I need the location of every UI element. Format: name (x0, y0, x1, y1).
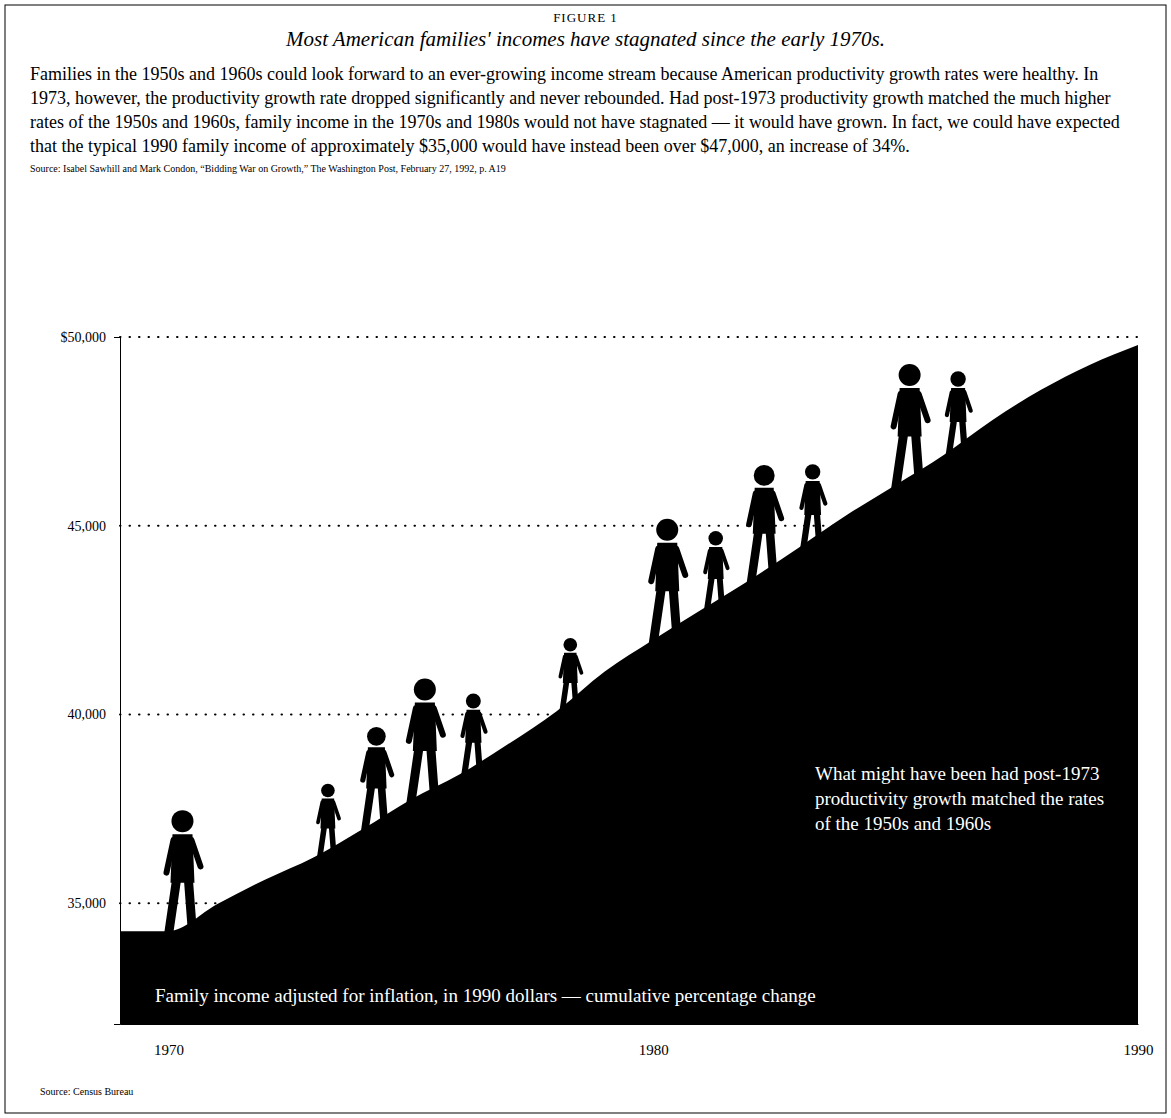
text-line: of the 1950s and 1960s (815, 813, 991, 834)
y-axis: 35,000 40,000 45,000 $50,000 (61, 330, 121, 1025)
silhouette-head (367, 727, 386, 746)
silhouette-arms (947, 392, 971, 415)
grid-line (120, 336, 1138, 338)
silhouette-legs (411, 748, 435, 803)
text-line: What might have been had post-1973 (815, 763, 1099, 784)
silhouette (318, 784, 339, 862)
silhouette (749, 465, 781, 584)
silhouette-legs (364, 786, 384, 833)
x-tick: 1970 (154, 1024, 184, 1058)
silhouette-head (414, 678, 436, 700)
silhouette (894, 364, 928, 489)
silhouettes (166, 364, 970, 935)
text-line: that the typical 1990 family income of a… (30, 136, 910, 156)
figure-label: FIGURE 1 (553, 10, 618, 25)
y-axis-line (114, 338, 121, 1025)
y-tick: $50,000 (61, 330, 121, 345)
silhouette-legs (948, 420, 965, 459)
silhouette-head (563, 638, 577, 652)
silhouette-legs (706, 577, 722, 613)
frame (5, 5, 1166, 1113)
series-label: Family income adjusted for inflation, in… (155, 985, 816, 1006)
text-line: 1973, however, the productivity growth r… (30, 88, 1111, 108)
y-tick: 40,000 (68, 707, 121, 722)
silhouette (651, 519, 685, 644)
chart-svg: FIGURE 1 Most American families' incomes … (0, 0, 1171, 1118)
y-tick-label: 45,000 (68, 519, 107, 534)
silhouette-arms (462, 714, 485, 736)
silhouette (363, 727, 392, 833)
silhouette-head (805, 464, 820, 479)
silhouette (801, 464, 825, 552)
text-line: productivity growth matched the rates (815, 788, 1104, 809)
silhouette-arms (651, 549, 685, 582)
silhouette-head (754, 465, 775, 486)
silhouette-head (656, 519, 678, 541)
silhouette-arms (363, 752, 392, 780)
silhouette-head (466, 693, 481, 708)
text-line: rates of the 1950s and 1960s, family inc… (30, 112, 1120, 132)
y-tick: 35,000 (68, 896, 121, 911)
plot-area (120, 345, 1138, 1024)
y-tick: 45,000 (68, 519, 121, 534)
x-tick-label: 1970 (154, 1042, 184, 1058)
silhouette (166, 810, 200, 935)
silhouette-legs (896, 434, 920, 489)
silhouette-legs (653, 589, 677, 644)
subtitle: Families in the 1950s and 1960s could lo… (30, 64, 1120, 156)
annotation: What might have been had post-1973 produc… (815, 763, 1104, 834)
silhouette-arms (318, 802, 339, 822)
silhouette-legs (562, 681, 577, 715)
silhouette-arms (560, 657, 581, 677)
silhouette (705, 531, 727, 614)
silhouette-arms (801, 485, 825, 508)
silhouette-legs (168, 880, 192, 935)
silhouette-legs (803, 513, 820, 552)
x-tick: 1990 (1124, 1024, 1154, 1058)
title: Most American families' incomes have sta… (285, 27, 885, 51)
x-axis: 1970 1980 1990 (121, 1024, 1154, 1058)
x-axis-line (121, 1024, 1139, 1025)
silhouette (560, 638, 581, 716)
text-line: Families in the 1950s and 1960s could lo… (30, 64, 1098, 84)
silhouette-head (171, 810, 193, 832)
silhouette (462, 693, 485, 778)
silhouette-head (321, 784, 335, 798)
x-tick-label: 1980 (639, 1042, 669, 1058)
silhouette-arms (409, 708, 443, 741)
silhouette-head (899, 364, 921, 386)
y-tick-label: 40,000 (68, 707, 107, 722)
y-tick-label: $50,000 (61, 330, 107, 345)
source: Source: Census Bureau (40, 1086, 133, 1097)
x-tick-label: 1990 (1124, 1042, 1154, 1058)
chart-root: FIGURE 1 Most American families' incomes … (0, 0, 1171, 1118)
silhouette-arms (705, 551, 727, 572)
silhouette-legs (751, 531, 774, 583)
silhouette-arms (749, 493, 781, 524)
silhouette-head (950, 371, 965, 386)
silhouette-legs (464, 741, 480, 778)
silhouette-arms (166, 840, 200, 873)
y-tick-label: 35,000 (68, 896, 107, 911)
silhouette-arms (894, 394, 928, 427)
silhouette (947, 371, 971, 459)
silhouette (409, 678, 443, 803)
silhouette-legs (319, 827, 334, 861)
subtitle-source: Source: Isabel Sawhill and Mark Condon, … (30, 163, 506, 174)
income-area (120, 345, 1138, 1024)
silhouette-head (708, 531, 723, 546)
x-tick: 1980 (639, 1024, 669, 1058)
